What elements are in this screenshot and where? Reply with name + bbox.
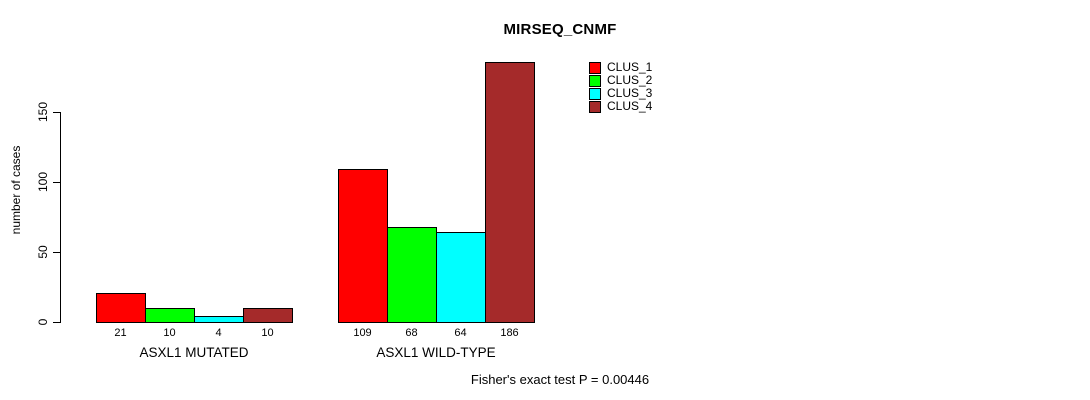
y-axis-line <box>60 112 61 323</box>
y-axis-tick-label: 50 <box>36 245 50 259</box>
y-axis-tick <box>53 252 61 253</box>
bar-value-label: 109 <box>353 327 372 339</box>
y-axis-tick <box>53 182 61 183</box>
legend-swatch-CLUS_2 <box>589 74 601 87</box>
bar-value-label: 10 <box>261 327 274 339</box>
y-axis-tick-label: 100 <box>36 171 50 193</box>
bar-CLUS_3 <box>436 232 486 323</box>
bar-value-label: 186 <box>500 327 519 339</box>
legend-row-CLUS_4: CLUS_4 <box>589 100 652 113</box>
legend-label: CLUS_4 <box>607 99 653 113</box>
bar-value-label: 21 <box>114 327 127 339</box>
legend-row-CLUS_3: CLUS_3 <box>589 87 652 100</box>
annotation-fisher-test: Fisher's exact test P = 0.00446 <box>470 372 650 387</box>
y-axis-tick-label: 0 <box>36 318 50 326</box>
legend-swatch-CLUS_4 <box>589 100 601 113</box>
y-axis-tick <box>53 322 61 323</box>
legend-swatch-CLUS_3 <box>589 87 601 100</box>
bar-value-label: 10 <box>163 327 176 339</box>
bar-value-label: 4 <box>215 327 222 339</box>
legend-label: CLUS_2 <box>607 73 653 87</box>
y-axis-label: number of cases <box>9 145 23 235</box>
legend: CLUS_1 CLUS_2 CLUS_3 CLUS_4 <box>589 61 652 113</box>
legend-swatch-CLUS_1 <box>589 61 601 74</box>
bar-value-label: 68 <box>405 327 418 339</box>
y-axis-tick-label: 150 <box>36 101 50 123</box>
bar-CLUS_4 <box>485 62 535 323</box>
bar-CLUS_3 <box>194 316 244 323</box>
bar-CLUS_1 <box>338 169 388 323</box>
legend-label: CLUS_3 <box>607 86 653 100</box>
chart-title: MIRSEQ_CNMF <box>503 21 617 38</box>
legend-row-CLUS_1: CLUS_1 <box>589 61 652 74</box>
legend-label: CLUS_1 <box>607 60 653 74</box>
bar-CLUS_4 <box>243 308 293 323</box>
y-axis-tick <box>53 112 61 113</box>
bar-CLUS_1 <box>96 293 146 323</box>
bar-value-label: 64 <box>454 327 467 339</box>
group-label: ASXL1 WILD-TYPE <box>376 345 496 360</box>
group-label: ASXL1 MUTATED <box>139 345 249 360</box>
legend-row-CLUS_2: CLUS_2 <box>589 74 652 87</box>
bar-CLUS_2 <box>145 308 195 323</box>
bar-CLUS_2 <box>387 227 437 323</box>
